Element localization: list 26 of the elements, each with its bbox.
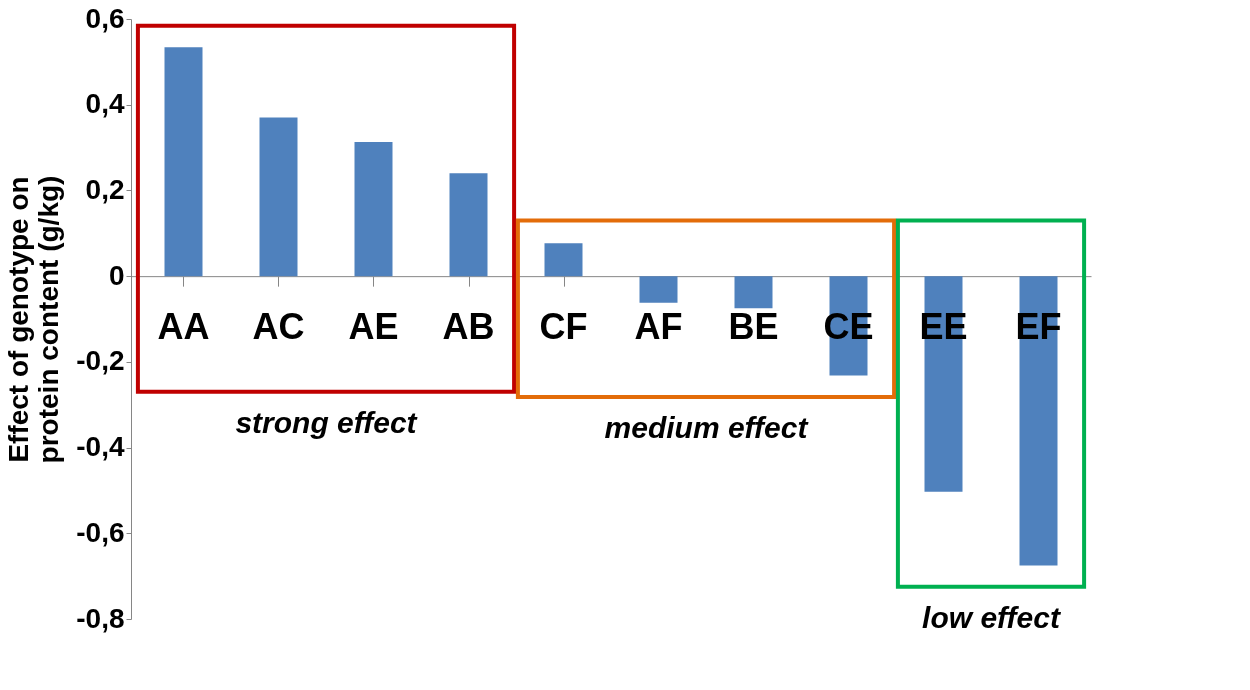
y-tick-label: 0,2 xyxy=(85,173,125,205)
y-tick-label: -0,6 xyxy=(76,516,125,548)
bar xyxy=(639,276,678,303)
x-tick-label: AE xyxy=(348,305,399,347)
y-axis-title: Effect of genotype on protein content (g/kg) xyxy=(3,175,65,464)
y-tick-label: 0 xyxy=(108,259,125,291)
x-tick-label: BE xyxy=(728,305,779,347)
x-tick-label: AC xyxy=(252,305,305,347)
annotation: medium effect xyxy=(604,411,810,445)
x-tick-label: AF xyxy=(634,305,683,347)
bar xyxy=(354,142,393,277)
y-tick-label: -0,2 xyxy=(76,345,125,377)
bar xyxy=(259,117,298,277)
annotation: low effect xyxy=(922,601,1062,634)
y-tick-label: 0,6 xyxy=(85,2,125,34)
y-tick-label: -0,8 xyxy=(76,602,125,634)
bar xyxy=(544,243,583,277)
x-tick-label: AA xyxy=(157,305,210,347)
bar xyxy=(734,276,773,309)
bar xyxy=(449,173,488,277)
y-tick-label: 0,4 xyxy=(85,88,125,120)
bar xyxy=(164,47,203,277)
x-tick-label: AB xyxy=(442,305,495,347)
annotation: strong effect xyxy=(235,406,419,439)
y-tick-label: -0,4 xyxy=(76,431,125,463)
x-tick-label: CF xyxy=(539,305,588,347)
